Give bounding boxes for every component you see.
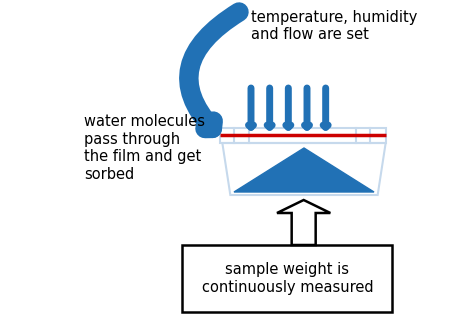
Text: sample weight is
continuously measured: sample weight is continuously measured: [201, 262, 373, 295]
Polygon shape: [234, 148, 374, 192]
Text: temperature, humidity
and flow are set: temperature, humidity and flow are set: [251, 10, 418, 42]
Bar: [182, 245, 392, 312]
Text: water molecules
pass through
the film and get
sorbed: water molecules pass through the film an…: [84, 114, 205, 182]
Polygon shape: [277, 200, 330, 245]
Bar: [220, 128, 386, 143]
